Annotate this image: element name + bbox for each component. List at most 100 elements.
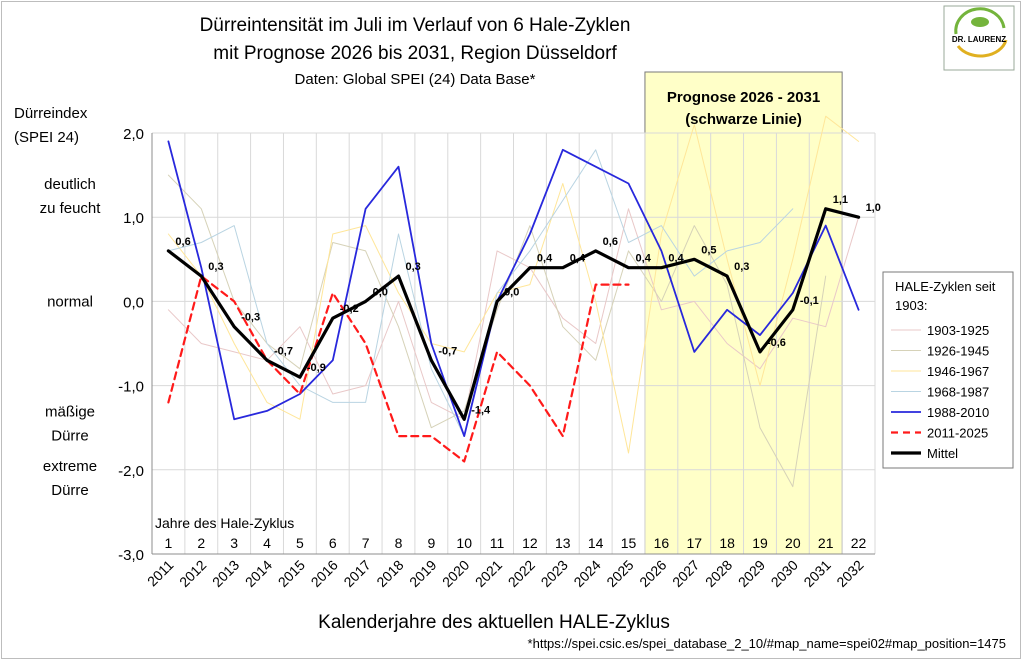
data-label: -1,4 [471, 404, 491, 416]
data-label: -0,6 [767, 337, 786, 349]
legend-title: 1903: [895, 298, 928, 313]
legend-box [882, 271, 1014, 469]
logo-text: DR. LAURENZ [952, 35, 1006, 44]
calendar-year-label: 2026 [636, 557, 669, 590]
y-category-label: normal [47, 293, 93, 310]
data-label: -0,1 [800, 295, 819, 307]
data-label: -0,9 [307, 362, 326, 374]
cycle-year-label: 5 [296, 535, 304, 551]
calendar-year-label: 2013 [209, 557, 242, 590]
cycle-year-label: 20 [785, 535, 801, 551]
calendar-year-label: 2020 [439, 557, 472, 590]
data-label: 0,3 [405, 261, 420, 273]
calendar-year-label: 2014 [242, 557, 275, 590]
y-axis-label: (SPEI 24) [14, 129, 79, 146]
chart-title: mit Prognose 2026 bis 2031, Region Düsse… [213, 43, 617, 64]
data-label: 0,3 [734, 261, 749, 273]
calendar-year-label: 2016 [308, 557, 341, 590]
y-category-label: extreme [43, 458, 97, 475]
calendar-year-label: 2019 [406, 557, 439, 590]
data-label: 0,0 [504, 286, 519, 298]
cycle-years-label: Jahre des Hale-Zyklus [155, 515, 294, 531]
cycle-year-label: 18 [719, 535, 735, 551]
data-label: 0,4 [570, 253, 586, 265]
calendar-year-label: 2022 [505, 557, 538, 590]
calendar-year-label: 2017 [340, 557, 373, 590]
series-line [167, 174, 827, 488]
calendar-year-label: 2027 [669, 557, 702, 590]
y-category-label: Dürre [51, 427, 89, 444]
y-category-label: zu feucht [40, 200, 102, 217]
data-label: 0,4 [636, 253, 652, 265]
cycle-year-label: 8 [395, 535, 403, 551]
chart-title: Dürreintensität im Juli im Verlauf von 6… [200, 15, 631, 36]
legend-item-label: 1946-1967 [927, 364, 989, 379]
logo-frame [943, 5, 1015, 71]
cycle-year-label: 22 [851, 535, 867, 551]
data-label: 0,6 [603, 236, 618, 248]
cycle-year-label: 7 [362, 535, 370, 551]
calendar-year-label: 2023 [538, 557, 571, 590]
forecast-label: (schwarze Linie) [685, 111, 802, 128]
cycle-year-label: 6 [329, 535, 337, 551]
calendar-year-label: 2024 [570, 557, 603, 590]
legend-item-label: 1903-1925 [927, 323, 989, 338]
cycle-year-label: 4 [263, 535, 271, 551]
cycle-year-label: 15 [621, 535, 637, 551]
data-label: -0,2 [340, 303, 359, 315]
data-label: 1,1 [833, 194, 848, 206]
cycle-year-label: 21 [818, 535, 834, 551]
series-line [167, 140, 860, 437]
y-tick-label: 2,0 [123, 126, 144, 143]
legend-item-label: 1968-1987 [927, 385, 989, 400]
calendar-year-label: 2029 [735, 557, 768, 590]
y-tick-label: -1,0 [118, 379, 144, 396]
data-label: 1,0 [866, 202, 881, 214]
data-label: 0,4 [537, 253, 553, 265]
calendar-year-label: 2011 [144, 557, 177, 590]
y-tick-label: 1,0 [123, 210, 144, 227]
calendar-year-label: 2018 [373, 557, 406, 590]
y-tick-label: -3,0 [118, 547, 144, 564]
cycle-year-label: 17 [686, 535, 702, 551]
footnote: *https://spei.csic.es/spei_database_2_10… [528, 636, 1006, 651]
cycle-year-label: 10 [456, 535, 472, 551]
x-axis-label: Kalenderjahre des aktuellen HALE-Zyklus [318, 612, 670, 633]
cycle-year-label: 13 [555, 535, 571, 551]
data-label: -0,3 [241, 312, 260, 324]
logo-swoosh-green [954, 7, 1006, 35]
y-category-label: Dürre [51, 482, 89, 499]
cycle-year-label: 12 [522, 535, 538, 551]
logo: DR. LAURENZ [943, 5, 1015, 71]
cycle-year-label: 19 [752, 535, 768, 551]
cycle-year-label: 9 [427, 535, 435, 551]
calendar-year-label: 2032 [833, 557, 866, 590]
y-tick-label: -2,0 [118, 463, 144, 480]
data-label: 0,3 [208, 261, 223, 273]
y-category-label: mäßige [45, 403, 95, 420]
series-line [167, 275, 630, 463]
cycle-year-label: 1 [165, 535, 173, 551]
data-label: -0,7 [274, 345, 293, 357]
calendar-year-label: 2012 [176, 557, 209, 590]
calendar-year-label: 2015 [275, 557, 308, 590]
cycle-year-label: 11 [490, 535, 505, 551]
cycle-year-label: 16 [654, 535, 670, 551]
legend-item-label: 1988-2010 [927, 405, 989, 420]
calendar-year-label: 2021 [472, 557, 505, 590]
legend-item-label: 1926-1945 [927, 344, 989, 359]
chart-subtitle: Daten: Global SPEI (24) Data Base* [295, 71, 536, 88]
series-line [166, 207, 861, 421]
cycle-year-label: 3 [230, 535, 238, 551]
data-label: 0,6 [175, 236, 190, 248]
y-category-label: deutlich [44, 176, 96, 193]
y-tick-label: 0,0 [123, 294, 144, 311]
legend-item-label: 2011-2025 [927, 426, 988, 441]
forecast-label: Prognose 2026 - 2031 [667, 89, 820, 106]
legend-item-label: Mittel [927, 446, 958, 461]
cycle-year-label: 2 [197, 535, 205, 551]
data-label: 0,5 [701, 244, 716, 256]
logo-swoosh-yellow [956, 39, 1008, 58]
